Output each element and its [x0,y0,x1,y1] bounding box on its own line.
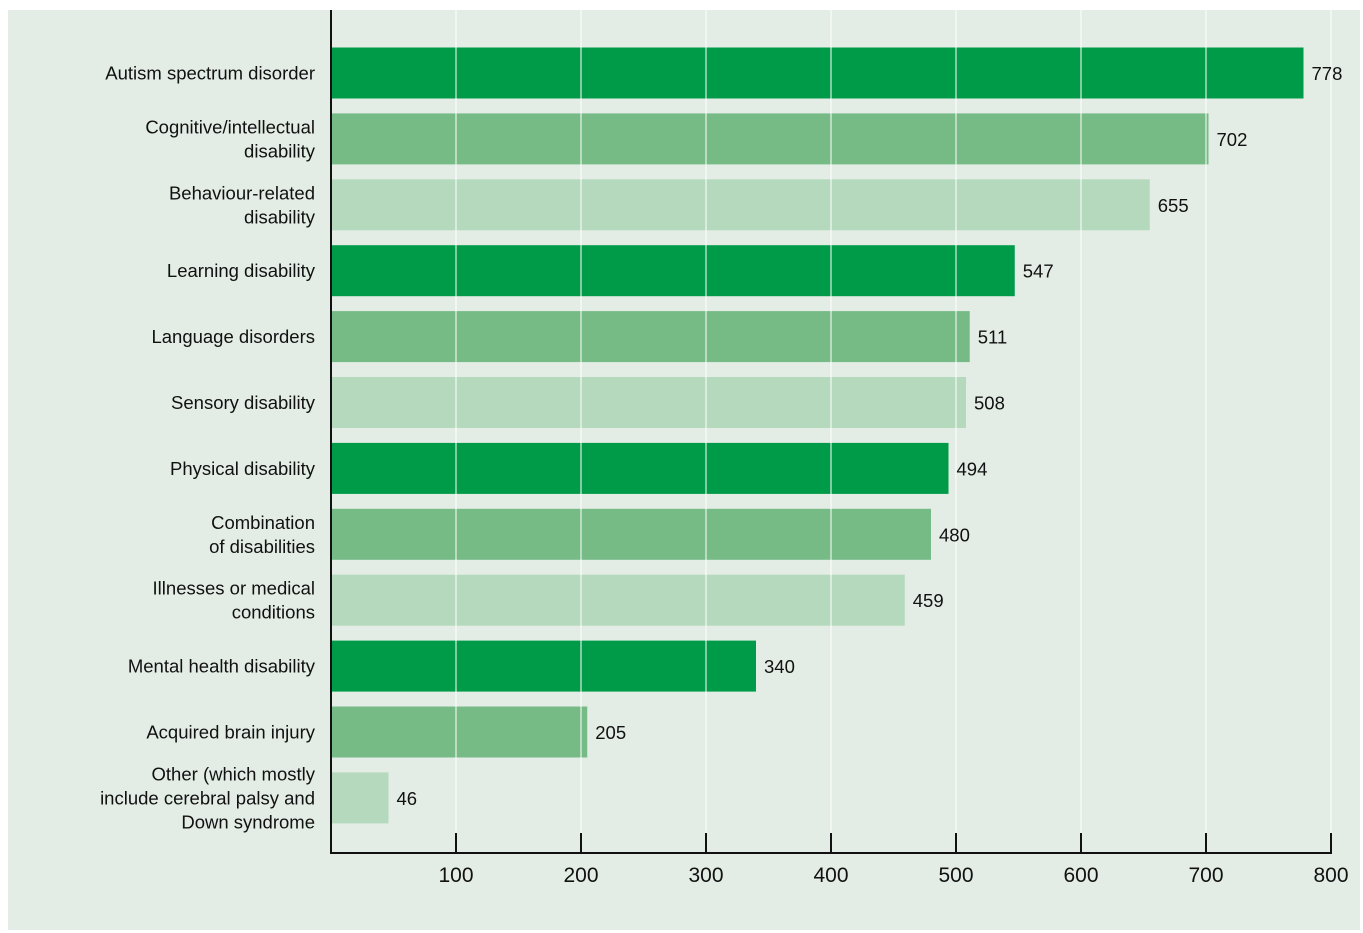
bar-4 [331,245,1015,297]
category-label-line: Illnesses or medical [153,578,315,599]
bar-10 [331,640,756,692]
value-label: 340 [764,656,795,677]
category-label-line: Other (which mostly [152,763,316,784]
category-label-line: Language disorders [151,326,315,347]
value-label: 547 [1023,261,1054,282]
category-label: Combination of disabilities [209,512,315,557]
value-label: 459 [913,590,944,611]
value-label: 205 [595,722,626,743]
x-tick-label: 700 [1188,864,1223,887]
category-label-line: Autism spectrum disorder [105,63,315,84]
x-tick-label: 500 [938,864,973,887]
bar-2 [331,113,1209,165]
category-label-line: of disabilities [209,536,315,557]
bar-9 [331,574,905,626]
value-label: 511 [978,327,1008,348]
category-label: Mental health disability [128,656,316,677]
category-label-line: Mental health disability [128,656,316,677]
category-label-line: Cognitive/intellectual [145,116,315,137]
category-label: Behaviour-related disability [169,182,316,227]
category-label: Learning disability [167,260,316,281]
bar-12 [331,772,389,824]
category-label: Acquired brain injury [146,722,315,743]
category-label-line: Sensory disability [171,392,316,413]
value-label: 778 [1312,63,1343,84]
category-label: Other (which mostly include cerebral pals… [100,763,316,832]
x-tick-label: 400 [813,864,848,887]
value-labels: 778 702 655 547 511 508 494 480 459 340 205 46 [397,63,1343,809]
category-label: Physical disability [170,458,316,479]
bars [331,47,1304,824]
bar-3 [331,179,1150,231]
x-tick-label: 800 [1313,864,1348,887]
value-label: 702 [1217,129,1248,150]
value-label: 508 [974,393,1005,414]
bar-8 [331,508,931,560]
value-label: 655 [1158,195,1189,216]
category-label-line: disability [244,140,316,161]
x-tick-label: 200 [563,864,598,887]
category-label-line: conditions [232,602,315,623]
category-label-line: Down syndrome [181,811,315,832]
category-label-line: Combination [211,512,315,533]
x-tick-label: 600 [1063,864,1098,887]
category-label: Cognitive/intellectual disability [145,116,315,161]
bar-1 [331,47,1304,99]
category-label: Language disorders [151,326,315,347]
gridlines [455,10,1332,853]
category-labels: Autism spectrum disorder Cognitive/intell… [100,63,316,833]
category-label-line: disability [244,206,316,227]
value-label: 494 [957,458,988,479]
category-label: Sensory disability [171,392,316,413]
category-label-line: Acquired brain injury [146,722,315,743]
tick-labels: 100 200 300 400 500 600 700 800 [438,864,1348,887]
value-label: 480 [939,524,970,545]
category-label: Autism spectrum disorder [105,63,315,84]
category-label-line: Learning disability [167,260,316,281]
category-label-line: Behaviour-related [169,182,315,203]
category-label-line: Physical disability [170,458,316,479]
category-label-line: include cerebral palsy and [100,787,315,808]
bar-6 [331,377,966,428]
bar-11 [331,706,588,758]
axes [330,10,1332,854]
bar-7 [331,442,949,494]
bar-5 [331,311,970,363]
x-tick-label: 300 [688,864,723,887]
value-label: 46 [397,788,418,809]
category-label: Illnesses or medical conditions [153,578,315,623]
x-tick-label: 100 [438,864,473,887]
